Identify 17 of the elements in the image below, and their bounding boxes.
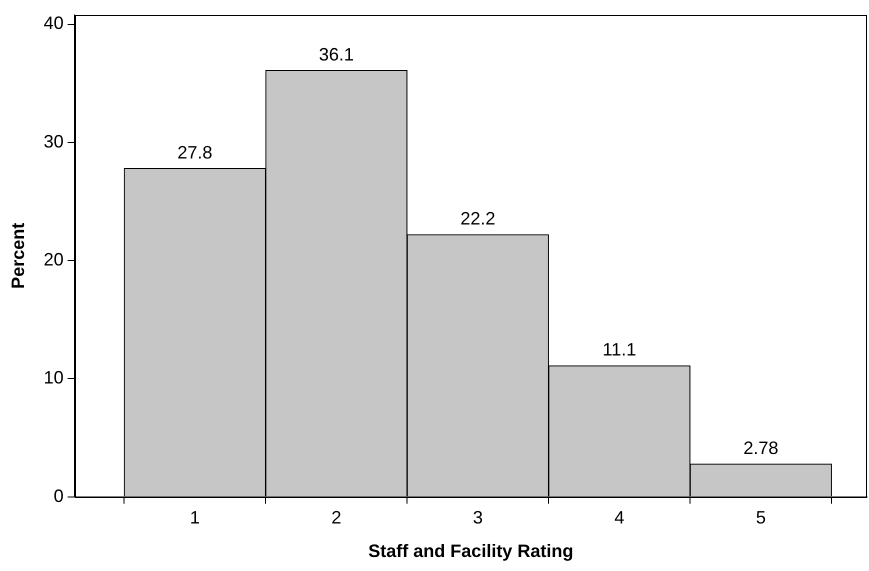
data-label: 11.1: [602, 340, 636, 360]
x-tick-label: 3: [472, 508, 483, 528]
data-label: 2.78: [743, 438, 778, 458]
y-tick-label: 0: [54, 486, 64, 506]
x-axis-title: Staff and Facility Rating: [368, 541, 574, 562]
y-tick-label: 10: [44, 368, 64, 388]
y-tick-label: 20: [44, 249, 64, 270]
x-tick-label: 5: [756, 508, 766, 528]
x-tick-label: 4: [614, 508, 624, 528]
data-label: 27.8: [177, 142, 212, 162]
x-tick-label: 2: [331, 508, 342, 528]
data-label: 36.1: [318, 44, 354, 64]
y-tick-label: 40: [44, 13, 64, 34]
data-label: 22.2: [460, 208, 496, 229]
x-tick-label: 1: [190, 508, 200, 528]
y-tick-label: 30: [44, 131, 64, 152]
y-axis-title: Percent: [8, 222, 28, 289]
